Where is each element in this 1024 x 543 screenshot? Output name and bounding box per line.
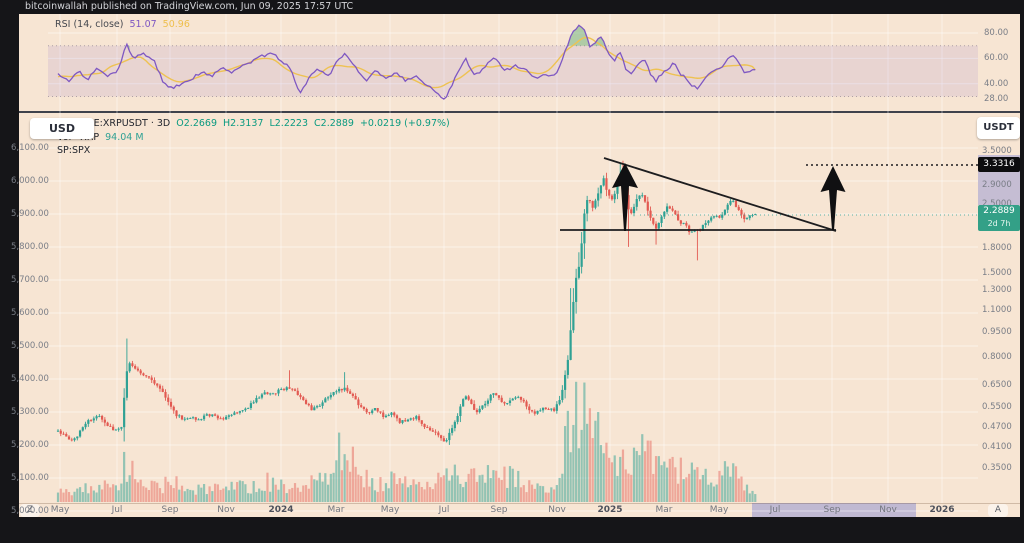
target-price-label: 3.3316 [978, 157, 1020, 172]
price-axis-label: 0.5500 [982, 402, 1012, 412]
spx-axis-label: 6,100.00 [11, 143, 49, 153]
price-axis-label: 0.4700 [982, 422, 1012, 432]
drawings[interactable] [560, 157, 984, 232]
spx-axis-label: 5,300.00 [11, 407, 49, 417]
time-axis-tick[interactable]: May [380, 505, 400, 515]
rsi-legend[interactable]: RSI (14, close) 51.07 50.96 [55, 19, 190, 30]
symbol-legend[interactable]: BINANCE:XRPUSDT · 3D O2.2669 H2.3137 L2.… [57, 117, 450, 158]
rsi-axis-label: 80.00 [984, 28, 1009, 38]
attribution-text: bitcoinwallah published on TradingView.c… [25, 1, 354, 12]
time-axis-tick[interactable]: Sep [490, 505, 508, 515]
price-axis-label: 0.8000 [982, 352, 1012, 362]
price-axis-label: 1.3000 [982, 285, 1012, 295]
time-axis-tick[interactable]: May [50, 505, 70, 515]
overlay-symbol-label: SP:SPX [57, 145, 91, 156]
spx-axis-label: 5,700.00 [11, 275, 49, 285]
price-axis-label: 0.3500 [982, 463, 1012, 473]
price-axis-label: 2.5000 [982, 199, 1012, 209]
time-axis-tick[interactable]: Sep [823, 505, 841, 515]
spx-axis-label: 5,800.00 [11, 242, 49, 252]
breakout-arrow-left [612, 163, 638, 231]
spx-axis-label: 5,900.00 [11, 209, 49, 219]
spx-axis-label: 5,600.00 [11, 308, 49, 318]
time-axis-highlight [752, 503, 916, 517]
spx-axis-label: 6,000.00 [11, 176, 49, 186]
breakout-arrow-right [820, 166, 846, 230]
ohlc-values: O2.2669 H2.3137 L2.2223 C2.2889 +0.0219 … [176, 118, 450, 129]
price-axis-label: 0.9500 [982, 327, 1012, 337]
price-axis-label: 3.5000 [982, 146, 1012, 156]
current-price-value: 2.2889 [983, 206, 1015, 216]
time-axis-separator [19, 503, 1020, 504]
time-scale-a-button[interactable]: A [988, 504, 1008, 517]
rsi-axis-label: 40.00 [984, 78, 1009, 89]
time-axis-tick[interactable]: May [709, 505, 729, 515]
price-axis-label: 2.9000 [982, 180, 1012, 190]
volume-series [56, 381, 757, 502]
spx-axis-label: 5,400.00 [11, 374, 49, 384]
time-axis-tick[interactable]: 2026 [929, 505, 955, 515]
volume-value: 94.04 M [105, 131, 144, 143]
time-axis-tick[interactable]: Jul [769, 505, 781, 515]
spx-axis-label: 5,200.00 [11, 440, 49, 450]
time-axis-tick[interactable]: Nov [879, 505, 897, 515]
time-axis-tick[interactable]: Mar [655, 505, 673, 515]
time-axis-tick[interactable]: Nov [217, 505, 235, 515]
attribution-bar: bitcoinwallah published on TradingView.c… [0, 0, 1024, 14]
time-axis-tick[interactable]: Sep [161, 505, 179, 515]
price-axis-label: 0.6500 [982, 380, 1012, 390]
price-axis-label: 1.1000 [982, 305, 1012, 315]
price-axis-label: 1.8000 [982, 243, 1012, 253]
spx-axis-label: 5,100.00 [11, 473, 49, 483]
price-axis-label: 0.4100 [982, 442, 1012, 452]
time-scale-z-button[interactable]: Z [20, 504, 40, 517]
rsi-axis-label: 28.00 [984, 93, 1009, 104]
rsi-value: 51.07 [129, 19, 157, 30]
bar-countdown: 2d 7h [987, 219, 1011, 228]
time-axis-tick[interactable]: 2025 [597, 505, 623, 515]
rsi-pane [48, 24, 978, 100]
current-price-label: 2.2889 2d 7h [978, 205, 1020, 231]
time-axis-tick[interactable]: Jul [438, 505, 450, 515]
right-scale-currency-button[interactable]: USDT [977, 117, 1020, 139]
rsi-signal-value: 50.96 [162, 19, 190, 30]
time-axis-tick[interactable]: Mar [327, 505, 345, 515]
time-axis-tick[interactable]: Jul [111, 505, 123, 515]
time-axis-tick[interactable]: Nov [548, 505, 566, 515]
candle-series [56, 160, 757, 445]
price-axis-label: 1.5000 [982, 268, 1012, 278]
rsi-axis-label: 60.00 [984, 53, 1009, 64]
chart-background[interactable] [19, 14, 1020, 517]
left-scale-currency-button[interactable]: USD [30, 118, 94, 139]
symbol-title: BINANCE:XRPUSDT · 3D [57, 118, 171, 129]
spx-axis-label: 5,500.00 [11, 341, 49, 351]
brand-bar: TradingView [0, 517, 1024, 543]
spx-axis-label: 5,000.00 [11, 506, 49, 516]
rsi-legend-title: RSI (14, close) [55, 19, 124, 30]
time-axis-tick[interactable]: 2024 [268, 505, 294, 515]
pane-divider[interactable] [19, 111, 1020, 113]
